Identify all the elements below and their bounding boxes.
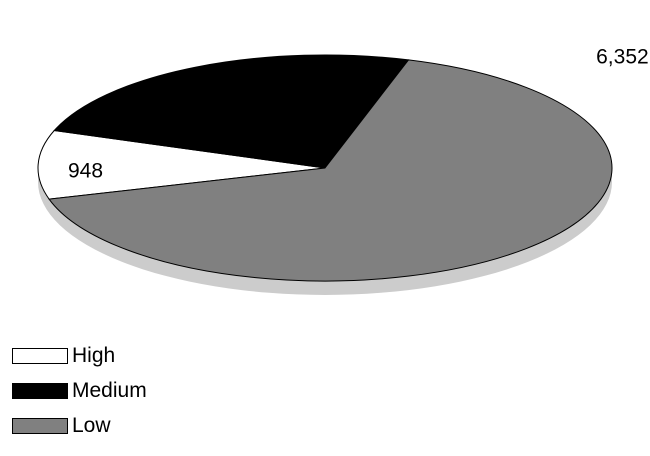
legend: High Medium Low: [12, 344, 147, 451]
value-label-high: 948: [68, 159, 103, 182]
pie-slice-low: [48, 59, 613, 282]
legend-item-medium: Medium: [12, 379, 147, 402]
pie-slice-high: [37, 129, 326, 200]
pie-chart: 9482,3456,352: [37, 46, 649, 295]
legend-swatch-medium: [12, 383, 68, 399]
pie-value-labels: 9482,3456,352: [68, 46, 649, 183]
pie-slice-medium: [53, 54, 410, 169]
legend-item-high: High: [12, 344, 147, 367]
value-label-low: 6,352: [596, 46, 649, 69]
pie-slices: [37, 54, 613, 282]
legend-swatch-low: [12, 418, 68, 434]
legend-label-high: High: [72, 344, 116, 367]
legend-label-low: Low: [72, 414, 111, 437]
legend-item-low: Low: [12, 414, 147, 437]
legend-swatch-high: [12, 348, 68, 364]
legend-label-medium: Medium: [72, 379, 147, 402]
